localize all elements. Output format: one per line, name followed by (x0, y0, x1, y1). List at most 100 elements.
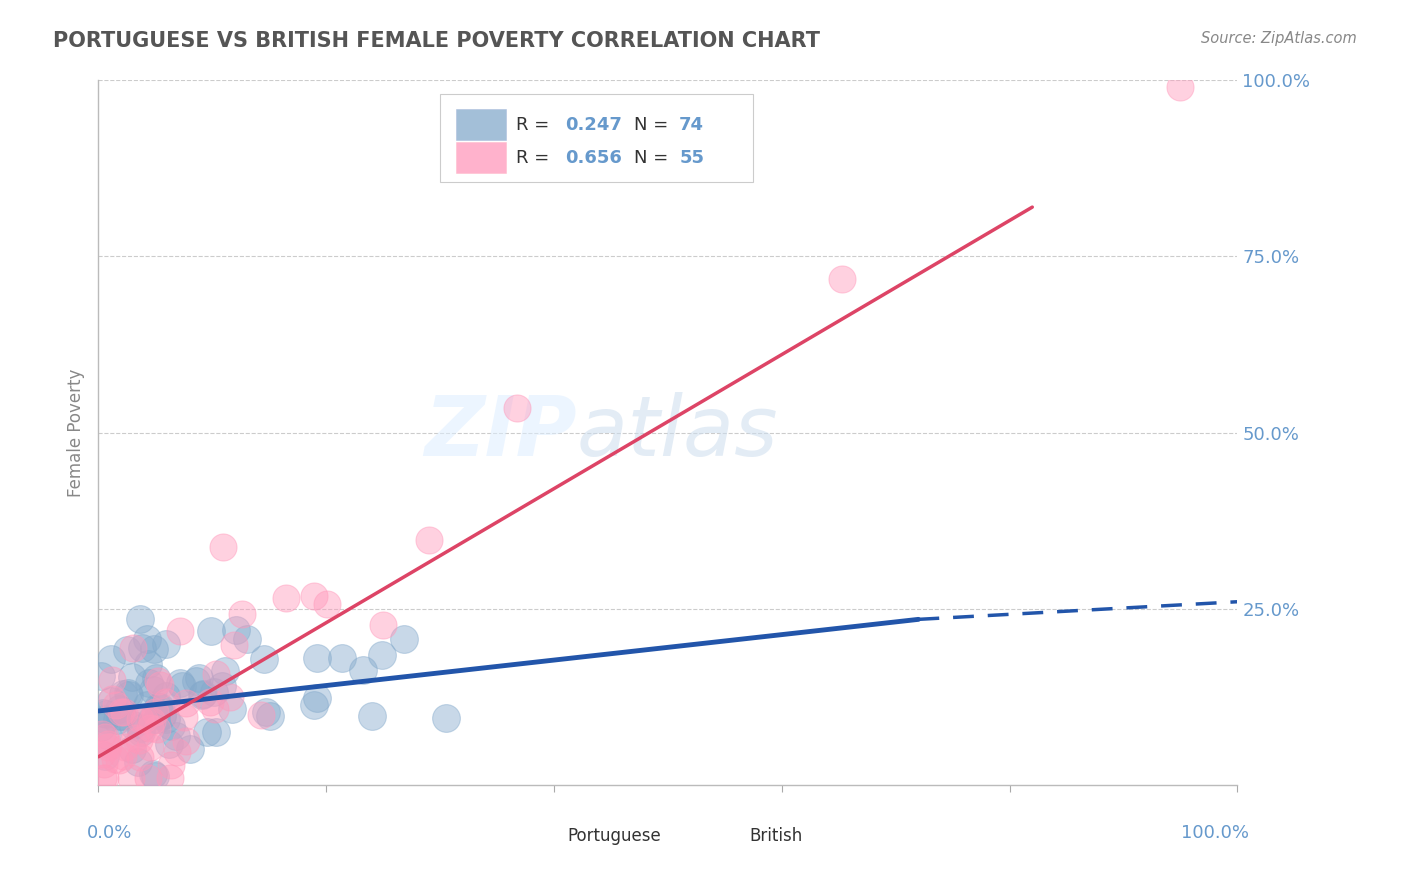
Point (93, 706, 115, 721)
Point (90, 720, 112, 734)
Point (121, 718, 143, 732)
Point (304, 698, 326, 712)
Point (131, 640, 153, 655)
Point (173, 710, 195, 724)
Point (149, 678, 172, 692)
Point (136, 632, 159, 646)
Point (96, 728, 118, 742)
Point (132, 712, 155, 726)
Point (114, 739, 136, 754)
Point (129, 712, 152, 726)
Point (138, 657, 160, 672)
Point (110, 709, 132, 723)
Text: PORTUGUESE VS BRITISH FEMALE POVERTY CORRELATION CHART: PORTUGUESE VS BRITISH FEMALE POVERTY COR… (53, 31, 821, 51)
Point (188, 672, 211, 686)
Text: 74: 74 (679, 116, 704, 134)
Point (128, 732, 150, 747)
Point (176, 734, 198, 748)
Point (91, 771, 114, 785)
Point (94, 771, 117, 785)
Point (155, 712, 177, 726)
Point (93, 712, 115, 726)
Point (176, 697, 198, 711)
Point (129, 725, 152, 739)
Text: Portuguese: Portuguese (568, 828, 661, 846)
Point (371, 618, 394, 632)
Point (139, 722, 162, 736)
Text: 0.247: 0.247 (565, 116, 623, 134)
Point (97, 740, 120, 755)
Point (211, 679, 233, 693)
Point (236, 632, 259, 646)
Point (100, 694, 122, 708)
Point (146, 674, 169, 689)
FancyBboxPatch shape (456, 143, 506, 173)
Point (129, 612, 152, 626)
Point (352, 664, 374, 678)
Point (138, 739, 160, 754)
Point (155, 695, 177, 709)
Point (145, 671, 167, 685)
Point (221, 702, 243, 716)
Point (169, 676, 191, 690)
Text: R =: R = (516, 149, 555, 167)
Point (274, 591, 297, 605)
Point (1170, 80, 1192, 95)
Text: British: British (749, 828, 803, 846)
Point (316, 597, 339, 611)
FancyBboxPatch shape (711, 827, 744, 847)
Point (146, 722, 169, 736)
Point (302, 589, 325, 603)
Point (121, 742, 143, 756)
Point (155, 690, 177, 704)
Point (191, 687, 214, 701)
Point (118, 688, 141, 702)
Point (100, 691, 122, 706)
Point (360, 709, 382, 723)
Point (143, 769, 166, 783)
Point (115, 642, 138, 657)
Text: 0.0%: 0.0% (87, 823, 132, 842)
Point (143, 642, 166, 657)
Point (142, 682, 165, 697)
Point (202, 685, 225, 699)
Point (254, 706, 277, 720)
Point (191, 688, 214, 702)
Text: ZIP: ZIP (425, 392, 576, 473)
Point (112, 748, 135, 763)
Point (142, 766, 165, 780)
Point (93, 757, 115, 772)
Point (145, 711, 167, 725)
Point (129, 722, 152, 736)
Point (204, 702, 226, 716)
Point (169, 624, 191, 638)
Point (184, 674, 207, 689)
Point (307, 651, 329, 665)
Point (121, 670, 143, 684)
Point (170, 679, 193, 693)
Point (831, 272, 853, 286)
Point (195, 724, 218, 739)
Point (250, 707, 273, 722)
Point (117, 686, 139, 700)
Text: N =: N = (634, 116, 673, 134)
Point (418, 533, 440, 547)
Point (141, 714, 163, 728)
Point (150, 708, 173, 723)
Text: atlas: atlas (576, 392, 779, 473)
Point (112, 705, 135, 719)
Point (128, 749, 150, 764)
Point (90, 669, 112, 683)
Point (100, 652, 122, 666)
Point (105, 713, 128, 727)
Point (259, 708, 281, 723)
Point (231, 607, 253, 621)
Point (200, 624, 222, 638)
Point (108, 702, 131, 716)
Text: Source: ZipAtlas.com: Source: ZipAtlas.com (1201, 31, 1357, 46)
Point (101, 673, 124, 687)
Point (146, 699, 169, 714)
Point (166, 745, 188, 759)
Point (122, 641, 145, 656)
Point (434, 711, 457, 725)
